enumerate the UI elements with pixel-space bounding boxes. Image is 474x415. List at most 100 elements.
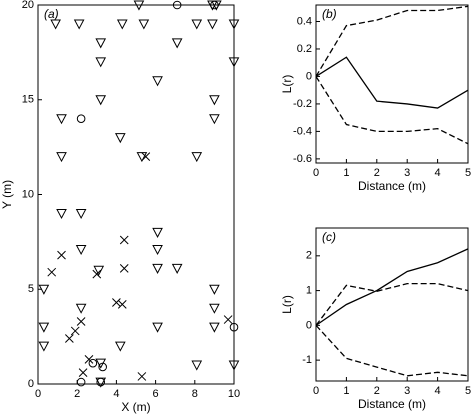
x-tick-label: 2 (374, 167, 380, 179)
point (78, 368, 88, 377)
point (56, 208, 67, 220)
point (191, 360, 203, 371)
point (172, 0, 182, 10)
y-tick-label: 0 (306, 70, 312, 82)
y-tick-label: -0.6 (293, 153, 312, 165)
series-line (315, 282, 469, 326)
point (117, 300, 127, 309)
panel-label: (b) (322, 7, 337, 21)
x-tick-label: 2 (74, 388, 80, 400)
point (65, 334, 74, 343)
point (152, 263, 163, 274)
point (119, 264, 129, 273)
point (95, 38, 107, 49)
point (171, 263, 183, 274)
y-tick-label: 5 (28, 283, 34, 295)
point (95, 95, 107, 106)
point (152, 76, 163, 87)
plot-frame (315, 4, 469, 164)
panel-label: (a) (44, 7, 59, 21)
point (114, 133, 126, 144)
y-tick-label: -1 (302, 354, 312, 366)
point (228, 360, 240, 371)
y-tick-label: 15 (22, 94, 34, 106)
point (76, 317, 86, 326)
point (114, 341, 126, 352)
point (75, 244, 87, 256)
point (92, 269, 102, 279)
x-tick-label: 0 (35, 388, 41, 400)
x-tick-label: 0 (313, 385, 319, 397)
point (209, 284, 220, 295)
point (98, 362, 107, 372)
point (209, 322, 220, 333)
point (47, 267, 57, 277)
point (116, 19, 128, 30)
point (228, 19, 240, 30)
point (76, 114, 86, 123)
x-tick-label: 3 (404, 385, 410, 397)
y-tick-label: 2 (306, 250, 312, 262)
point (223, 315, 233, 324)
plot-frame (315, 227, 469, 382)
point (209, 95, 220, 106)
y-tick-label: 10 (22, 188, 34, 200)
point (119, 235, 129, 245)
series-line (315, 5, 469, 77)
point (75, 303, 87, 314)
x-tick-label: 4 (435, 385, 441, 397)
point (152, 227, 163, 238)
y-tick-label: 0.2 (297, 43, 312, 55)
point (210, 0, 219, 10)
point (191, 19, 203, 30)
point (70, 326, 80, 336)
point (171, 38, 183, 49)
y-axis-label: Y (m) (0, 180, 14, 209)
x-tick-label: 4 (435, 167, 441, 179)
x-axis-label: Distance (m) (358, 179, 426, 193)
point (137, 372, 147, 381)
point (75, 208, 87, 220)
x-tick-label: 1 (343, 385, 349, 397)
x-tick-label: 5 (465, 167, 471, 179)
y-tick-label: -0.4 (293, 125, 312, 137)
y-axis-label: L(r) (280, 75, 294, 94)
point (141, 152, 151, 161)
point (57, 250, 66, 260)
point (96, 377, 106, 387)
series-line (315, 76, 469, 145)
point (95, 57, 107, 68)
point (84, 355, 94, 364)
x-axis-label: Distance (m) (358, 397, 426, 411)
series-line (315, 248, 469, 326)
point (133, 0, 145, 11)
x-tick-label: 5 (465, 385, 471, 397)
series-line (315, 56, 469, 109)
x-tick-label: 4 (113, 388, 119, 400)
point (76, 377, 86, 387)
plot-frame (37, 4, 235, 385)
y-tick-label: 0 (306, 319, 312, 331)
point (209, 114, 220, 125)
point (38, 341, 50, 352)
point (152, 322, 163, 333)
x-tick-label: 3 (404, 167, 410, 179)
x-tick-label: 10 (228, 388, 240, 400)
point (56, 152, 67, 163)
point (88, 358, 98, 368)
point (229, 322, 239, 332)
point (152, 244, 163, 256)
x-tick-label: 0 (313, 167, 319, 179)
point (191, 152, 203, 163)
point (209, 303, 220, 314)
point (228, 57, 240, 68)
y-tick-label: 1 (306, 284, 312, 296)
x-tick-label: 2 (374, 385, 380, 397)
y-tick-label: 20 (22, 0, 34, 11)
point (50, 19, 61, 30)
y-tick-label: 0.4 (297, 15, 312, 27)
x-axis-label: X (m) (121, 400, 150, 414)
x-tick-label: 8 (192, 388, 198, 400)
panel-label: (c) (322, 230, 336, 244)
